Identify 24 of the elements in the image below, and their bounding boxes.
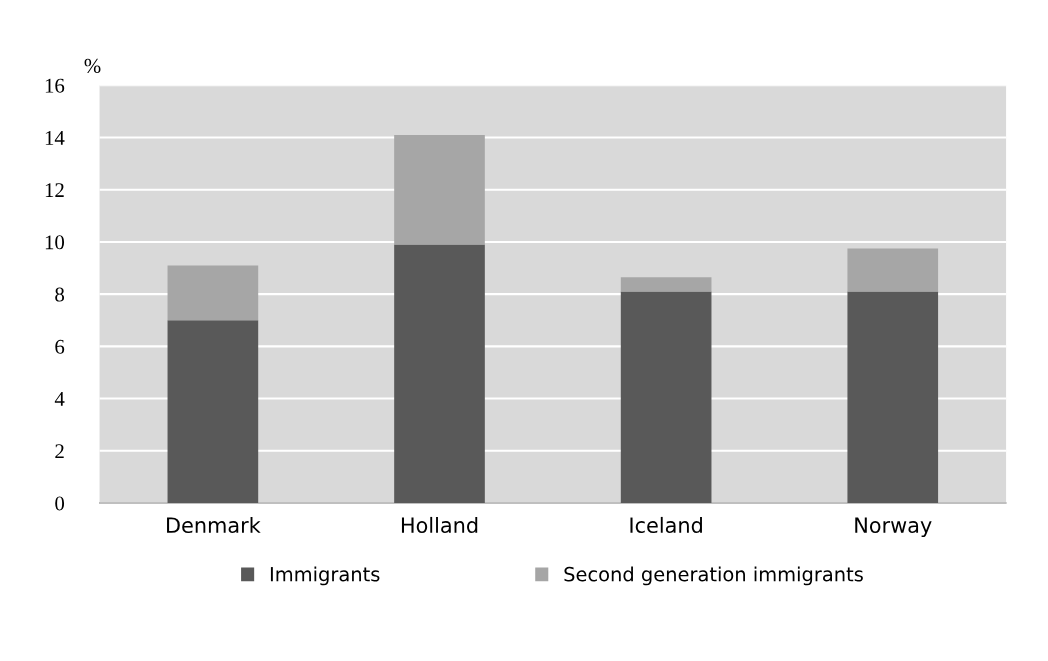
y-tick-label: 14 — [45, 130, 65, 145]
x-tick-label: Iceland — [630, 516, 702, 534]
y-tick-label: 0 — [55, 496, 65, 511]
y-tick-label: 6 — [55, 339, 65, 354]
x-tick-label: Denmark — [167, 516, 261, 534]
bar — [394, 244, 485, 504]
x-tick-label: Norway — [855, 517, 932, 538]
y-tick-label: 4 — [54, 392, 65, 406]
bar — [394, 134, 485, 245]
y-tick-label: 12 — [45, 183, 64, 197]
bar — [167, 320, 259, 504]
y-tick-label: 10 — [45, 235, 65, 250]
bar — [847, 291, 939, 504]
legend-label: Immigrants — [270, 566, 380, 586]
y-tick-label: 16 — [45, 78, 65, 93]
y-tick-label: 2 — [55, 444, 64, 459]
legend-label: Second generation immigrants — [564, 566, 863, 586]
y-axis-title: % — [84, 58, 101, 73]
bar — [847, 248, 939, 292]
y-tick-label: 8 — [55, 287, 65, 302]
x-tick-label: Holland — [401, 516, 478, 534]
bar — [620, 291, 712, 504]
bar — [167, 265, 259, 321]
bar — [620, 277, 712, 292]
